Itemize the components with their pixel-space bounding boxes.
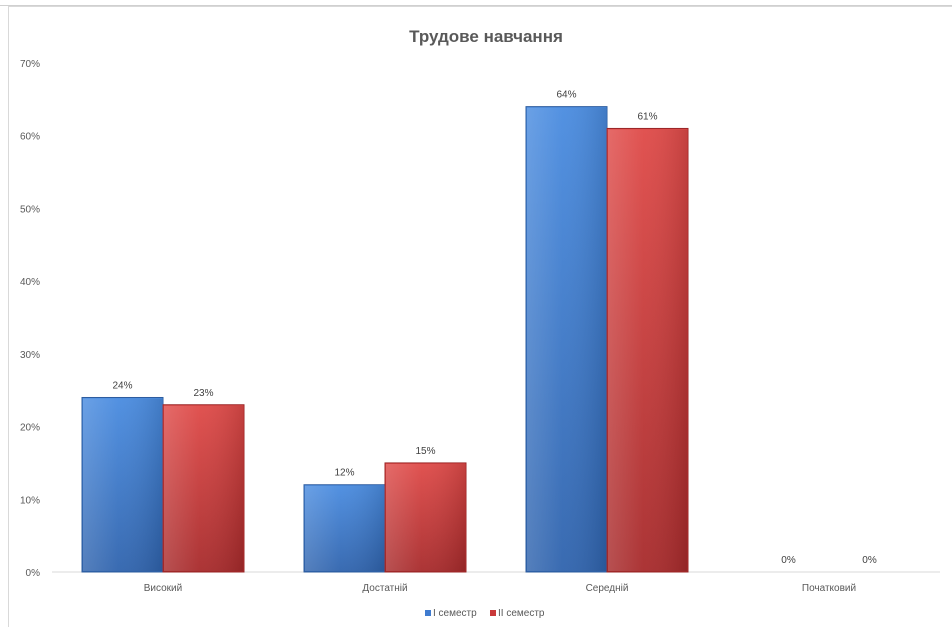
bar-highlight bbox=[305, 485, 384, 571]
bar-highlight bbox=[386, 463, 465, 571]
y-tick-label: 40% bbox=[20, 277, 40, 288]
bar-highlight bbox=[608, 129, 687, 571]
data-labels: 24% 23% 12% 15% 64% 61% 0% 0% bbox=[112, 90, 876, 566]
chart-title: Трудове навчання bbox=[409, 27, 563, 46]
outer-frame bbox=[0, 0, 952, 6]
legend-swatch bbox=[425, 610, 431, 616]
bar-highlight bbox=[527, 107, 606, 571]
data-label: 12% bbox=[334, 468, 354, 479]
y-tick-label: 50% bbox=[20, 204, 40, 215]
bar-highlight bbox=[164, 405, 243, 571]
legend-label: II семестр bbox=[498, 608, 545, 619]
y-tick-label: 10% bbox=[20, 495, 40, 506]
legend-label: I семестр bbox=[433, 608, 477, 619]
bars bbox=[81, 106, 689, 573]
data-label: 15% bbox=[415, 446, 435, 457]
y-tick-label: 30% bbox=[20, 350, 40, 361]
bar-highlight bbox=[83, 398, 162, 571]
y-tick-label: 20% bbox=[20, 423, 40, 434]
data-label: 64% bbox=[556, 90, 576, 101]
y-tick-label: 60% bbox=[20, 132, 40, 143]
category-labels: Високий Достатній Середній Початковий bbox=[144, 583, 856, 594]
data-label: 24% bbox=[112, 380, 132, 391]
legend-swatch bbox=[490, 610, 496, 616]
data-label: 0% bbox=[862, 555, 877, 566]
category-label: Високий bbox=[144, 583, 182, 594]
data-label: 61% bbox=[637, 111, 657, 122]
y-axis: 0% 10% 20% 30% 40% 50% 60% 70% bbox=[20, 59, 40, 579]
data-label: 0% bbox=[781, 555, 796, 566]
y-tick-label: 70% bbox=[20, 59, 40, 70]
category-label: Початковий bbox=[802, 583, 856, 594]
data-label: 23% bbox=[193, 388, 213, 399]
y-tick-label: 0% bbox=[26, 568, 41, 579]
category-label: Достатній bbox=[362, 583, 407, 594]
category-label: Середній bbox=[586, 583, 629, 594]
legend: I семестр II семестр bbox=[425, 608, 545, 619]
